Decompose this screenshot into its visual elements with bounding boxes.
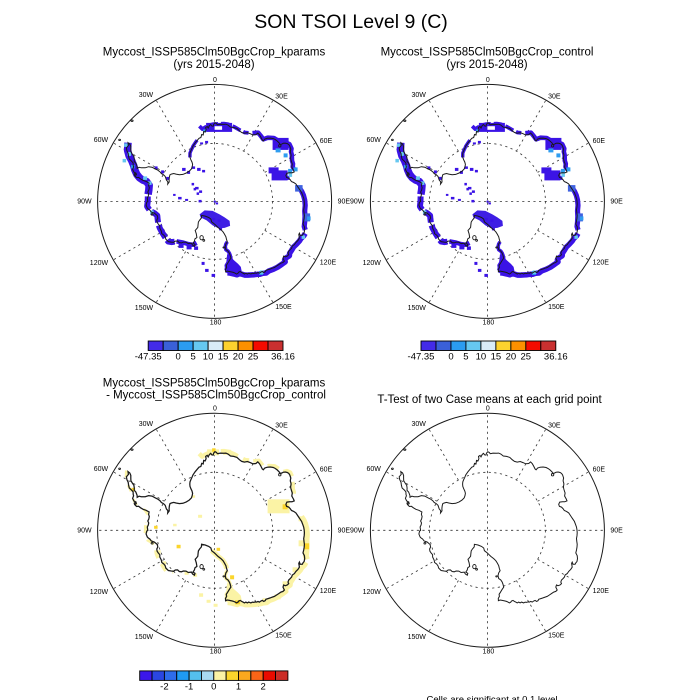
- svg-text:25: 25: [521, 352, 532, 363]
- svg-text:10: 10: [203, 352, 214, 363]
- svg-text:0: 0: [176, 352, 181, 363]
- svg-text:15: 15: [491, 352, 502, 363]
- svg-text:Myccost_ISSP585Clm50BgcCrop_kp: Myccost_ISSP585Clm50BgcCrop_kparams: [103, 47, 326, 59]
- svg-text:10: 10: [476, 352, 487, 363]
- svg-text:T-Test of two Case means at ea: T-Test of two Case means at each grid po…: [377, 394, 602, 406]
- svg-text:25: 25: [248, 352, 259, 363]
- svg-text:5: 5: [190, 352, 195, 363]
- svg-text:20: 20: [506, 352, 517, 363]
- svg-text:5: 5: [463, 352, 468, 363]
- svg-text:-1: -1: [185, 682, 193, 693]
- svg-text:36.16: 36.16: [544, 352, 568, 363]
- svg-text:2: 2: [261, 682, 266, 693]
- svg-text:(yrs 2015-2048): (yrs 2015-2048): [446, 59, 527, 71]
- svg-text:15: 15: [218, 352, 229, 363]
- svg-text:1: 1: [236, 682, 241, 693]
- svg-text:20: 20: [233, 352, 244, 363]
- svg-text:-47.35: -47.35: [135, 352, 162, 363]
- svg-text:36.16: 36.16: [271, 352, 295, 363]
- svg-text:Myccost_ISSP585Clm50BgcCrop_kp: Myccost_ISSP585Clm50BgcCrop_kparams: [103, 377, 326, 389]
- svg-text:Cells are significant at 0.1 l: Cells are significant at 0.1 level: [427, 695, 558, 700]
- svg-text:-2: -2: [160, 682, 168, 693]
- svg-text:-47.35: -47.35: [408, 352, 435, 363]
- svg-text:Myccost_ISSP585Clm50BgcCrop_co: Myccost_ISSP585Clm50BgcCrop_control: [381, 47, 594, 59]
- svg-text:SON TSOI Level 9 (C): SON TSOI Level 9 (C): [254, 11, 448, 33]
- svg-text:0: 0: [211, 682, 216, 693]
- svg-text:0: 0: [448, 352, 453, 363]
- svg-text:(yrs 2015-2048): (yrs 2015-2048): [173, 59, 254, 71]
- svg-text:- Myccost_ISSP585Clm50BgcCrop_: - Myccost_ISSP585Clm50BgcCrop_control: [106, 390, 326, 402]
